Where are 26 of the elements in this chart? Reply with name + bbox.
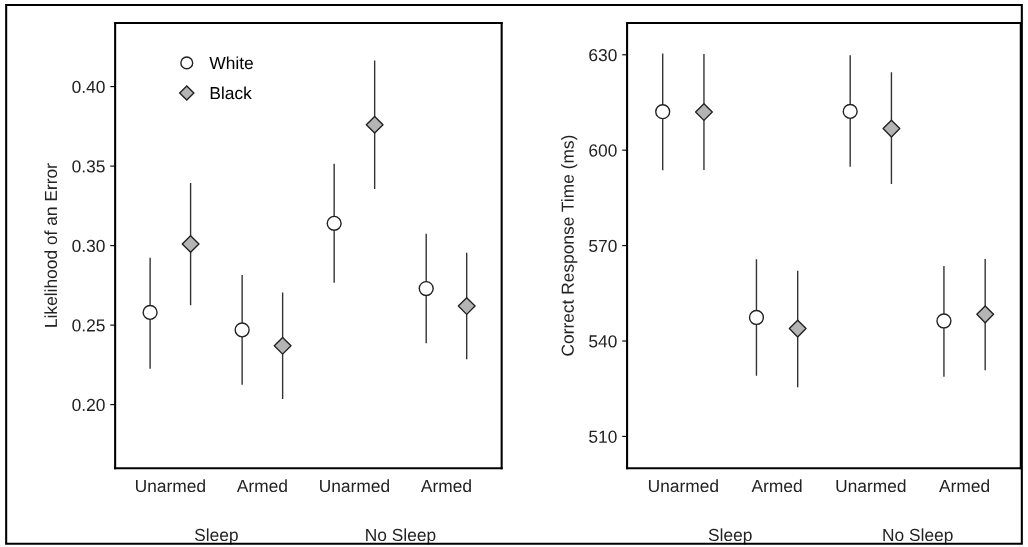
text: No Sleep xyxy=(883,528,953,545)
y-axis-title: Likelihood of an Error xyxy=(44,163,58,327)
y-tick-label: 570 xyxy=(589,239,617,253)
y-tick-label: 510 xyxy=(589,430,617,443)
text: No Sleep xyxy=(366,528,436,545)
legend-label: Black xyxy=(210,86,252,100)
y-tick-label: 540 xyxy=(589,335,617,348)
x-tick-label: Armed xyxy=(236,479,287,493)
x-tick-label: Armed xyxy=(939,479,990,493)
y-tick-label: 0.25 xyxy=(72,319,105,332)
legend-label: White xyxy=(209,56,253,70)
x-tick-label: Unarmed xyxy=(836,479,906,493)
x-tick-label: Armed xyxy=(751,479,802,493)
x-tick-label: Unarmed xyxy=(320,479,389,493)
y-tick-label: 0.35 xyxy=(72,160,105,173)
text: Sleep xyxy=(708,528,752,545)
y-tick-label: 0.40 xyxy=(72,80,105,94)
text: Sleep xyxy=(194,528,238,545)
y-tick-label: 0.20 xyxy=(72,398,105,412)
x-tick-label: Armed xyxy=(420,479,471,493)
y-axis-title: Correct Response Time (ms) xyxy=(561,135,578,356)
x-tick-label: Unarmed xyxy=(136,479,205,493)
x-tick-label: Unarmed xyxy=(648,479,718,493)
y-tick-label: 600 xyxy=(589,144,617,157)
y-tick-label: 0.30 xyxy=(72,239,105,253)
y-tick-label: 630 xyxy=(589,48,617,62)
